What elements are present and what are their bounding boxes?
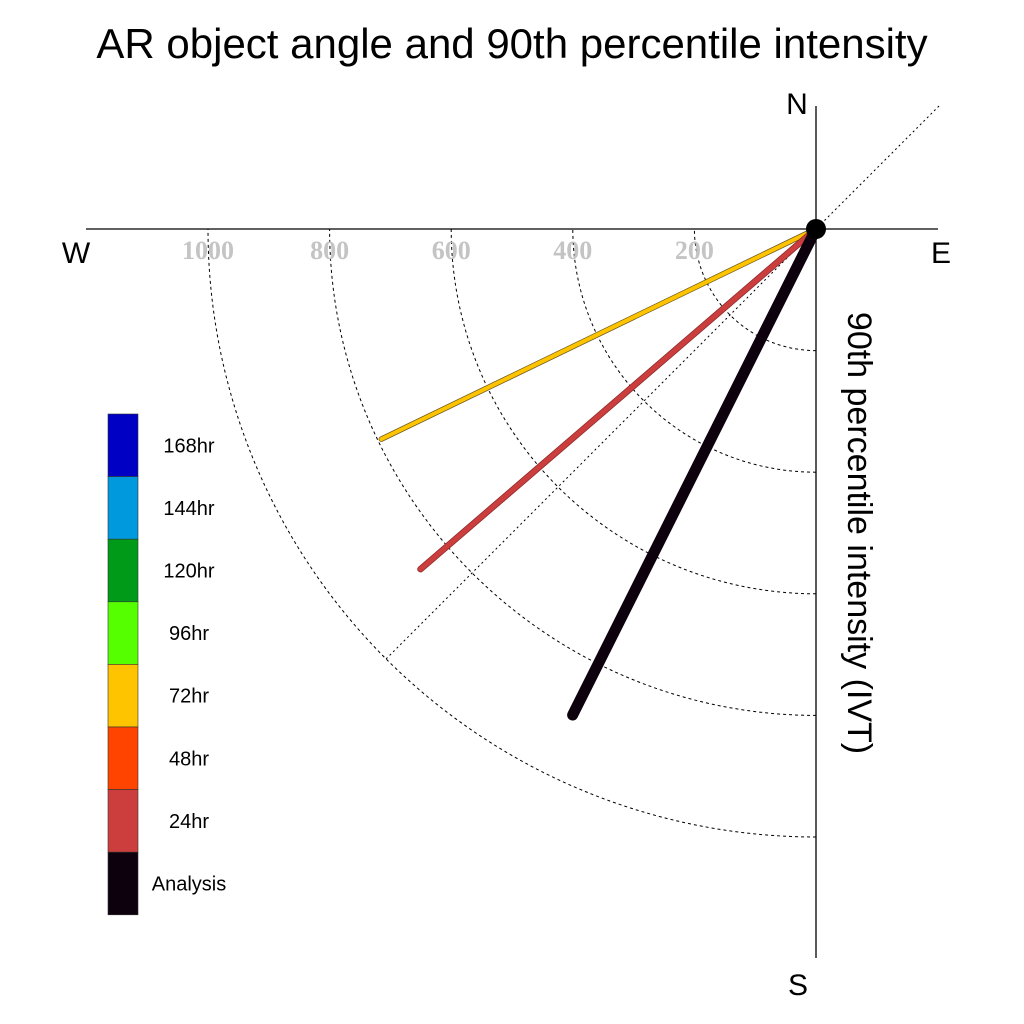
origin-point <box>806 219 826 239</box>
legend-swatch <box>107 476 139 540</box>
legend-swatch <box>107 664 139 728</box>
vector-analysis <box>567 223 822 721</box>
ring-tick-label: 1000 <box>182 236 234 265</box>
east-label: E <box>931 237 951 270</box>
legend: 168hr 144hr 120hr 96hr 72hr 48hr 24hr Analysis <box>107 413 226 916</box>
vectors <box>378 223 822 721</box>
legend-swatch <box>107 851 139 916</box>
south-label: S <box>788 969 808 1002</box>
grid-arc <box>693 228 817 352</box>
ring-tick-label: 400 <box>553 236 592 265</box>
grid-arc <box>207 228 817 838</box>
ring-tick-label: 800 <box>310 236 349 265</box>
vector-72hr <box>379 227 818 442</box>
grid-arc <box>329 228 817 716</box>
legend-label: 48hr <box>169 748 209 770</box>
ring-tick-label: 200 <box>675 236 714 265</box>
legend-label: Analysis <box>152 874 226 896</box>
y-axis-label: 90th percentile intensity (IVT) <box>840 312 878 754</box>
ring-tick-label: 600 <box>432 236 471 265</box>
legend-label: 168hr <box>163 435 214 457</box>
axes <box>86 106 938 958</box>
legend-label: 120hr <box>163 561 214 583</box>
legend-label: 24hr <box>169 811 209 833</box>
ring-labels: 200 400 600 800 1000 <box>182 236 714 265</box>
diagonal-guide <box>385 104 941 660</box>
legend-swatch <box>107 538 139 603</box>
legend-swatch <box>107 726 139 790</box>
legend-swatch <box>107 413 139 477</box>
chart-title: AR object angle and 90th percentile inte… <box>96 20 927 67</box>
vector-24hr <box>418 226 819 572</box>
north-label: N <box>786 88 808 121</box>
legend-swatch <box>107 601 139 665</box>
legend-swatch <box>107 789 139 853</box>
grid-arc <box>572 228 817 473</box>
west-label: W <box>62 237 91 270</box>
grid <box>207 104 941 838</box>
legend-label: 72hr <box>169 686 209 708</box>
legend-label: 144hr <box>163 498 214 520</box>
legend-label: 96hr <box>169 623 209 645</box>
grid-arc <box>450 228 817 595</box>
